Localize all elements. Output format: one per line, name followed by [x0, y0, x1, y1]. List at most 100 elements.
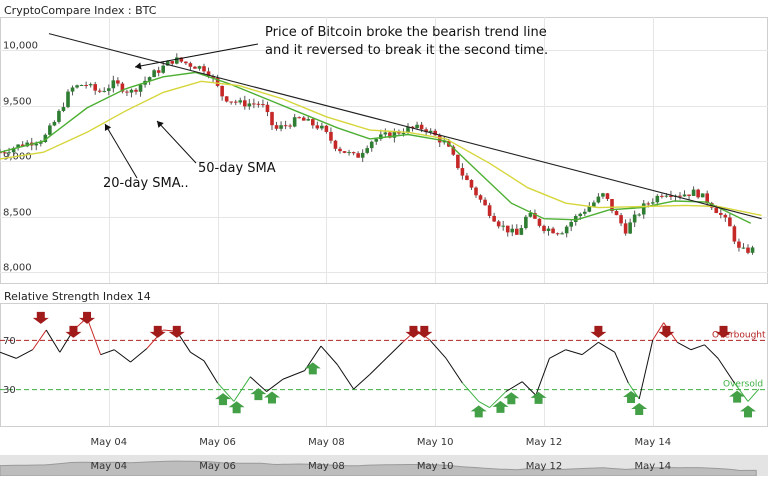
candle-body — [632, 214, 637, 223]
candle-body — [43, 134, 48, 143]
navigator-tick-label: May 12 — [526, 461, 563, 472]
candle-body — [369, 141, 374, 149]
candle-body — [560, 233, 564, 235]
candle-body — [537, 218, 542, 226]
candle-body — [338, 148, 342, 152]
overbought-label: Overbought — [712, 330, 766, 340]
candle-body — [383, 132, 388, 135]
candle-body — [728, 217, 732, 227]
candle-body — [356, 153, 360, 158]
candle-body — [691, 189, 696, 196]
x-tick-label: May 10 — [417, 437, 454, 448]
candle-body — [641, 203, 646, 215]
candle-body — [39, 142, 43, 144]
candle-body — [134, 89, 138, 92]
candle-body — [592, 202, 596, 207]
candle-body — [741, 247, 746, 249]
price-y-tick-label: 8,500 — [3, 208, 32, 219]
candle-body — [243, 100, 247, 107]
buy-signal-marker — [503, 392, 520, 405]
rsi-segment — [717, 358, 735, 384]
candle-body — [415, 124, 419, 128]
rsi-segment — [747, 388, 760, 402]
rsi-title: Relative Strength Index 14 — [4, 290, 151, 303]
candle-body — [20, 144, 25, 147]
candle-body — [465, 175, 469, 180]
candle-body — [79, 84, 84, 86]
candle-body — [224, 96, 229, 102]
candle-body — [583, 211, 587, 214]
rsi-segment — [429, 339, 447, 359]
candle-body — [179, 57, 184, 62]
candle-body — [66, 91, 70, 108]
candle-body — [75, 85, 79, 88]
rsi-segment — [677, 341, 692, 351]
candle-body — [451, 146, 456, 155]
candle-body — [388, 132, 392, 138]
rsi-segment — [733, 382, 749, 402]
candle-body — [528, 213, 533, 217]
candle-body — [111, 80, 116, 89]
rsi-segment — [598, 341, 615, 353]
candle-body — [651, 202, 655, 204]
candle-body — [492, 215, 496, 222]
candle-body — [288, 125, 292, 127]
candle-body — [238, 100, 243, 103]
candle-body — [524, 216, 528, 229]
rsi-segment — [86, 317, 102, 355]
annotation-line-1: Price of Bitcoin broke the bearish trend… — [265, 25, 547, 40]
buy-signal-marker — [729, 390, 746, 403]
candle-body — [188, 63, 193, 67]
price-y-tick-label: 9,000 — [3, 152, 32, 163]
candle-body — [623, 223, 628, 234]
sell-signal-marker — [715, 325, 732, 338]
navigator-tick-label: May 08 — [308, 461, 345, 472]
candle-body — [660, 195, 664, 197]
candle-body — [261, 104, 265, 106]
candle-body — [510, 228, 515, 233]
candle-body — [265, 104, 270, 113]
buy-signal-marker — [492, 400, 509, 413]
candle-body — [70, 87, 75, 92]
candle-body — [97, 90, 102, 92]
rsi-panel-frame — [0, 303, 768, 427]
sell-signal-marker — [32, 311, 49, 324]
candle-body — [555, 233, 560, 235]
candle-body — [347, 152, 351, 154]
candle-body — [379, 134, 383, 140]
candle-body — [424, 129, 428, 133]
candle-body — [374, 139, 379, 142]
candle-body — [156, 70, 161, 73]
candle-body — [610, 198, 614, 211]
candle-body — [732, 226, 737, 242]
candle-body — [125, 91, 129, 93]
buy-signal-marker — [228, 401, 245, 414]
candle-body — [84, 84, 88, 86]
candle-body — [737, 241, 741, 248]
rsi-segment — [614, 351, 629, 384]
candle-body — [197, 66, 202, 69]
navigator-tick-label: May 04 — [91, 461, 128, 472]
candle-body — [301, 117, 306, 121]
candle-body — [442, 141, 447, 143]
price-y-tick-label: 9,500 — [3, 97, 32, 108]
candle-body — [664, 195, 669, 197]
sell-signal-marker — [149, 325, 166, 338]
buy-signal-marker — [250, 388, 267, 401]
candle-body — [120, 83, 125, 92]
buy-signal-marker — [304, 362, 321, 375]
candle-body — [129, 89, 134, 93]
candle-body — [229, 101, 233, 103]
rsi-segment — [130, 348, 148, 363]
candle-body — [419, 124, 424, 130]
candle-body — [342, 151, 347, 153]
candle-body — [233, 101, 238, 103]
navigator-tick-label: May 06 — [199, 461, 236, 472]
buy-signal-marker — [631, 402, 648, 415]
sell-signal-marker — [590, 325, 607, 338]
rsi-segment — [549, 349, 566, 359]
candle-body — [283, 125, 288, 127]
candle-body — [406, 126, 410, 133]
